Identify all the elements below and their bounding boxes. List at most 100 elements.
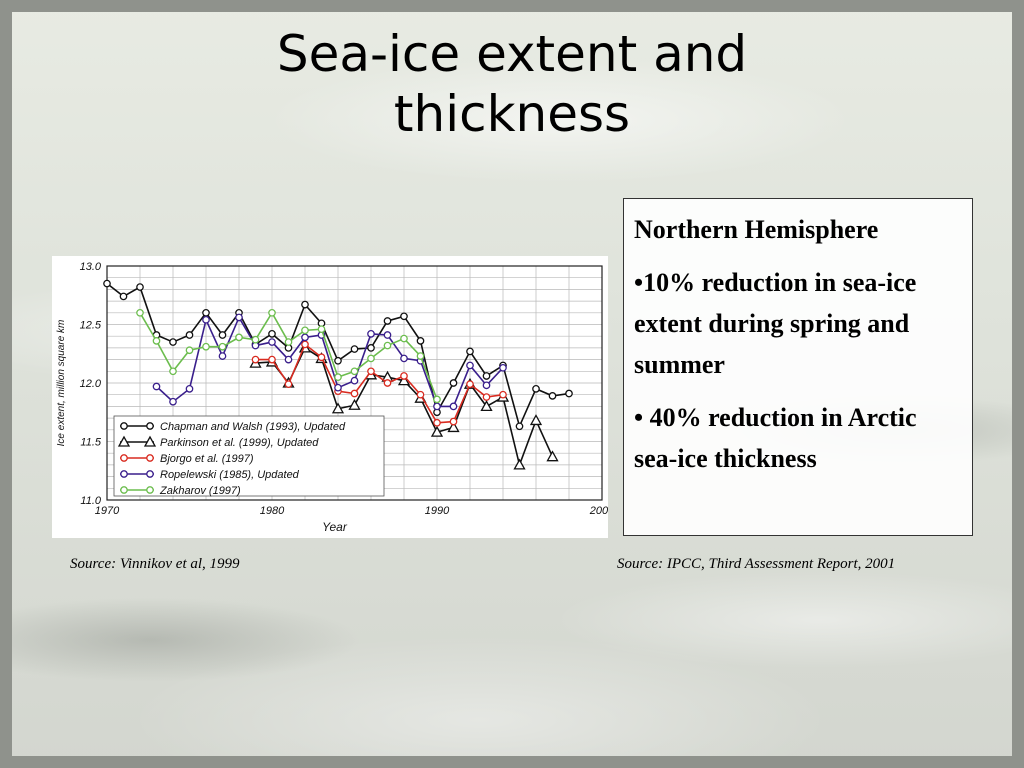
series-4-point: [400, 354, 408, 363]
series-4-point: [367, 330, 375, 338]
legend-marker-1: [146, 422, 154, 430]
series-1-point: [400, 312, 408, 321]
series-3-point: [433, 418, 441, 427]
series-1-point: [532, 385, 540, 393]
series-4-point: [482, 381, 491, 390]
source-left: Source: Vinnikov et al, 1999: [70, 556, 240, 572]
series-1-point: [565, 389, 573, 398]
series-1-point: [482, 372, 491, 380]
series-2-point: [546, 450, 559, 462]
series-4-point: [334, 383, 342, 392]
series-line-3: [255, 343, 504, 424]
series-4-point: [350, 376, 359, 385]
series-3-point: [268, 355, 276, 364]
series-3-point: [301, 340, 309, 349]
series-4-point: [169, 397, 177, 406]
series-5-point: [334, 373, 342, 382]
series-3-point: [466, 380, 474, 389]
x-tick-label: 1980: [260, 505, 285, 517]
series-3-point: [367, 367, 375, 376]
info-box: Northern Hemisphere •10% reduction in se…: [623, 198, 973, 536]
x-tick-label: 1990: [425, 505, 450, 517]
series-1-point: [515, 422, 524, 431]
series-5-point: [383, 341, 392, 350]
series-3-point: [383, 379, 392, 387]
legend-entry-1: Chapman and Walsh (1993), Updated: [160, 421, 346, 433]
series-4-point: [268, 338, 276, 346]
source-right: Source: IPCC, Third Assessment Report, 2…: [617, 556, 896, 572]
series-1-point: [350, 345, 359, 353]
series-1-point: [367, 344, 375, 352]
legend-marker-5: [146, 486, 154, 494]
series-5-point: [218, 342, 227, 351]
series-5-point: [152, 337, 161, 345]
series-2-point: [513, 458, 526, 470]
series-1-point: [119, 292, 128, 301]
series-2-point: [331, 402, 345, 414]
series-3-point: [251, 355, 260, 364]
series-3-point: [400, 372, 408, 380]
legend-marker-2: [117, 435, 131, 447]
series-5-point: [284, 338, 293, 346]
series-4-point: [499, 363, 507, 372]
series-2-point: [430, 425, 444, 437]
series-2-point: [447, 421, 460, 433]
series-2-point: [397, 374, 411, 386]
series-2-point: [348, 398, 361, 410]
legend-entry-4: Ropelewski (1985), Updated: [160, 469, 300, 481]
series-4-point: [301, 333, 309, 342]
series-5-point: [169, 367, 177, 376]
info-heading: Northern Hemisphere: [634, 215, 879, 244]
slide-title: Sea-ice extent and thickness: [200, 24, 824, 144]
series-5-point: [185, 346, 194, 355]
plot-frame: [106, 265, 603, 501]
series-3-point: [317, 353, 326, 362]
series-line-4: [155, 315, 504, 408]
series-4-point: [202, 315, 210, 324]
series-5-point: [433, 395, 441, 404]
series-2-point: [529, 414, 543, 426]
x-axis-label: Year: [322, 520, 348, 534]
series-5-point: [350, 367, 359, 376]
series-1-point: [136, 283, 144, 291]
legend-marker-3: [120, 454, 128, 462]
series-4-point: [284, 355, 293, 364]
y-axis-label: Ice extent, million square km: [56, 320, 67, 447]
series-5-point: [251, 335, 260, 344]
series-1-point: [383, 317, 392, 325]
series-3-point: [416, 390, 425, 399]
legend-marker-1: [120, 422, 128, 430]
series-1-point: [301, 300, 309, 309]
ice-extent-chart: 1970 1980 1990 2000 11.0 11.5 12.0 12.5 13.0 Year…: [52, 256, 608, 538]
series-4-point: [449, 402, 458, 411]
series-1-point: [169, 338, 177, 346]
series-5-point: [416, 352, 425, 360]
series-1-point: [103, 279, 111, 288]
title-line-2: thickness: [393, 85, 631, 143]
series-1-point: [334, 356, 342, 365]
series-1-point: [548, 392, 557, 400]
series-2-point: [480, 400, 493, 412]
legend-marker-3: [146, 454, 154, 462]
series-1-point: [416, 337, 425, 345]
x-tick-label: 1970: [95, 505, 120, 517]
y-tick-label: 12.5: [80, 320, 102, 332]
series-4-point: [235, 313, 243, 322]
series-5-point: [235, 333, 243, 342]
series-5-point: [268, 308, 276, 317]
series-1-point: [466, 347, 474, 356]
series-3-point: [350, 389, 359, 398]
legend-box: [113, 415, 385, 497]
series-1-point: [218, 331, 227, 339]
series-3-point: [449, 417, 458, 426]
legend-marker-4: [120, 470, 128, 478]
series-3-point: [482, 393, 491, 401]
series-4-point: [383, 331, 392, 339]
y-tick-label: 11.5: [80, 437, 101, 449]
series-3-point: [284, 380, 293, 389]
series-4-point: [185, 385, 194, 393]
series-3-point: [499, 390, 507, 399]
series-1-point: [202, 308, 210, 317]
info-bullet-thickness: • 40% reduction in Arctic sea-ice thickn…: [634, 403, 917, 473]
